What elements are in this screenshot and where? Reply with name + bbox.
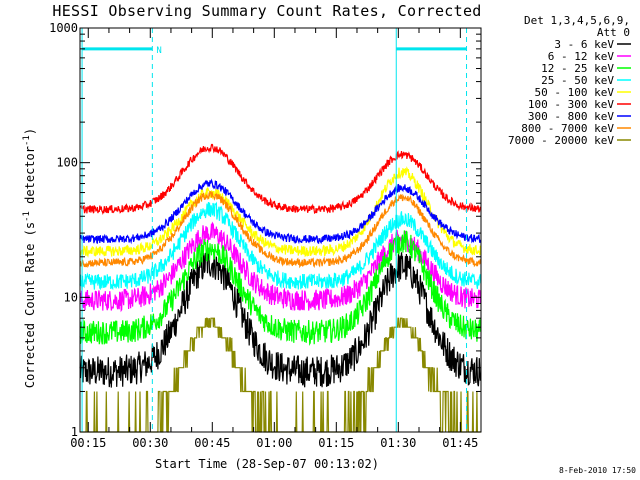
x-tick-label: 01:15 — [318, 436, 354, 450]
y-tick-label: 10 — [64, 290, 78, 304]
y-tick-label: 1 — [71, 425, 78, 439]
legend-label-1: 3 - 6 keV — [554, 38, 614, 51]
timestamp: 8-Feb-2010 17:50 — [559, 466, 636, 475]
legend-label-8: 800 - 7000 keV — [521, 122, 614, 135]
series-line-1 — [79, 251, 482, 388]
x-tick-label: 01:45 — [442, 436, 478, 450]
plot-frame — [79, 27, 482, 433]
plot-area — [79, 143, 482, 433]
series-line-3 — [79, 230, 482, 347]
x-tick-label: 00:45 — [194, 436, 230, 450]
series-line-7 — [79, 178, 481, 245]
x-tick-label: 00:30 — [132, 436, 168, 450]
series-line-6 — [79, 143, 482, 215]
series-line-4 — [79, 201, 482, 291]
series-line-5 — [79, 166, 482, 258]
legend-label-2: 6 - 12 keV — [548, 50, 615, 63]
x-tick-label: 01:30 — [380, 436, 416, 450]
chart-title: HESSI Observing Summary Count Rates, Cor… — [52, 2, 481, 20]
legend-label-6: 100 - 300 keV — [528, 98, 614, 111]
legend-header: Det 1,3,4,5,6,9, — [524, 14, 630, 27]
y-tick-label: 1000 — [49, 21, 78, 35]
axes: N 1 10 100 1000 00:15 00:30 00:45 01:00 01:15 01:3… — [49, 21, 482, 450]
series-line-8 — [79, 191, 482, 269]
legend-label-9: 7000 - 20000 keV — [508, 134, 614, 147]
interval-label-1: N — [156, 46, 161, 56]
y-axis-label: Corrected Count Rate (s-1 detector-1) — [22, 128, 37, 388]
legend-label-7: 300 - 800 keV — [528, 110, 614, 123]
x-tick-label: 01:00 — [256, 436, 292, 450]
x-tick-label: 00:15 — [70, 436, 106, 450]
legend-label-4: 25 - 50 keV — [541, 74, 614, 87]
legend-header: Att 0 — [597, 26, 630, 39]
legend-label-5: 50 - 100 keV — [535, 86, 615, 99]
x-axis-label: Start Time (28-Sep-07 00:13:02) — [155, 457, 379, 471]
legend-label-3: 12 - 25 keV — [541, 62, 614, 75]
y-tick-label: 100 — [56, 156, 78, 170]
